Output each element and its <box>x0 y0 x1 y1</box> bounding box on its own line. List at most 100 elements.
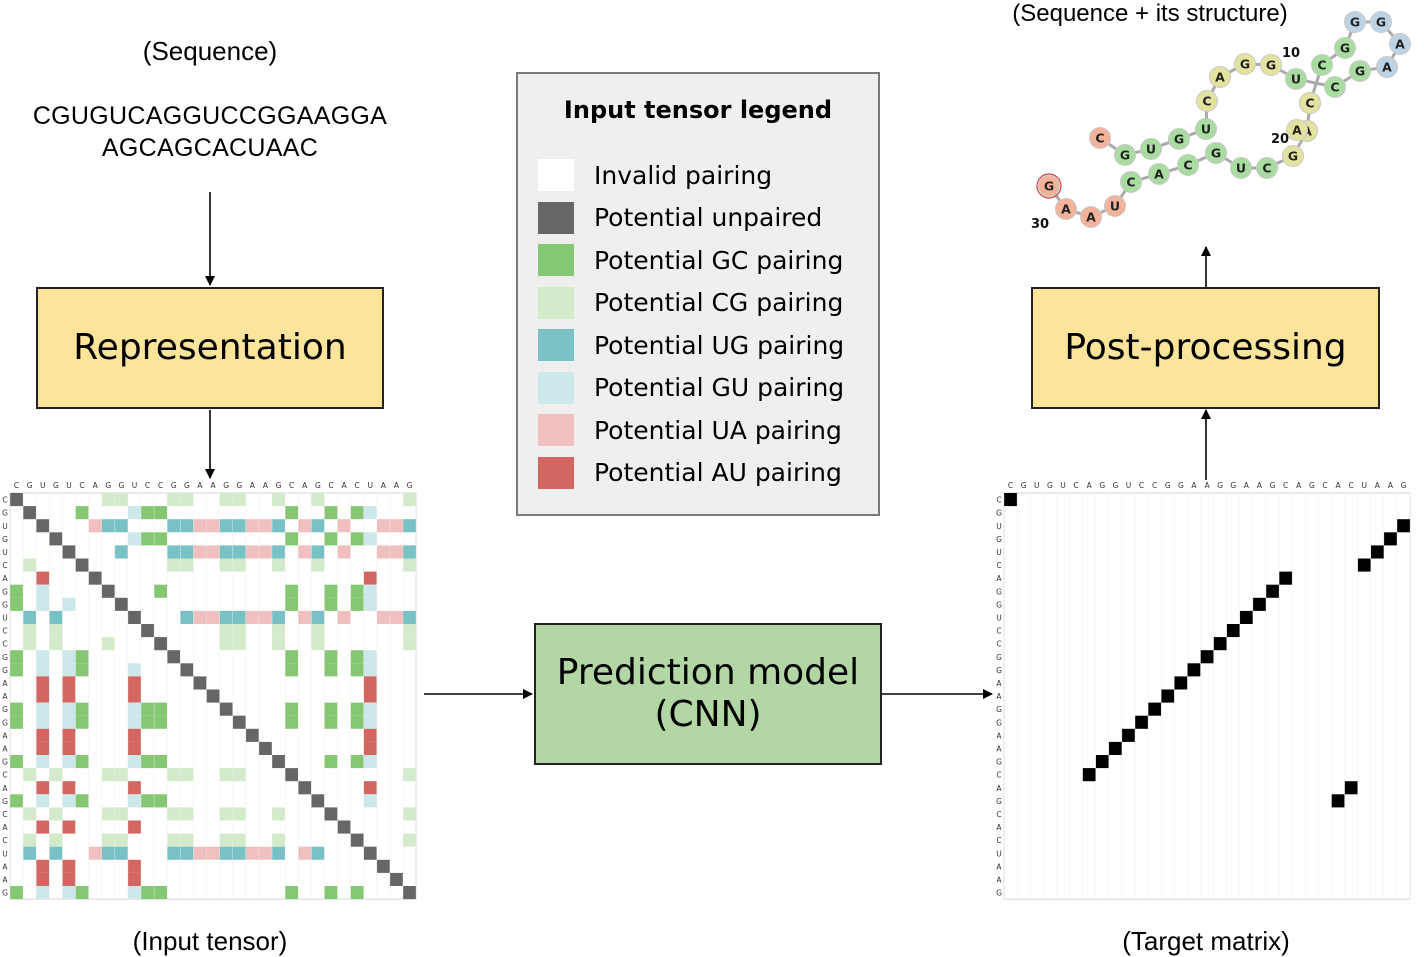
matrix-cell <box>403 833 417 847</box>
matrix-cell <box>363 781 377 795</box>
matrix-cell <box>193 519 207 533</box>
nucleotide-circle <box>1285 68 1307 90</box>
row-letter: U <box>996 522 1002 531</box>
matrix-cell <box>363 846 377 860</box>
matrix-cell <box>10 702 24 716</box>
row-letter: A <box>2 823 8 832</box>
matrix-cell <box>245 519 259 533</box>
matrix-cell <box>324 506 338 520</box>
row-letter: G <box>2 718 8 727</box>
matrix-cell <box>62 741 76 755</box>
row-letter: G <box>996 718 1002 727</box>
col-letter: G <box>171 481 177 490</box>
row-letter: C <box>2 640 7 649</box>
matrix-cell <box>36 689 50 703</box>
nucleotide-circle <box>1349 60 1371 82</box>
col-letter: A <box>263 481 269 490</box>
matrix-cell <box>258 519 272 533</box>
matrix-cell <box>324 702 338 716</box>
nucleotide-circle <box>1234 53 1256 75</box>
matrix-cell <box>114 519 128 533</box>
matrix-cell <box>167 650 181 664</box>
matrix-cell <box>389 610 403 624</box>
matrix-cell <box>127 506 141 520</box>
matrix-cell <box>272 833 286 847</box>
nucleotide-circle <box>1080 206 1102 228</box>
matrix-cell <box>285 702 299 716</box>
matrix-cell <box>62 545 76 559</box>
matrix-cell <box>285 597 299 611</box>
matrix-cell <box>232 493 246 507</box>
matrix-cell <box>49 833 63 847</box>
matrix-cell <box>23 833 37 847</box>
nucleotide-circle <box>1196 90 1218 112</box>
matrix-cell <box>75 702 89 716</box>
nucleotide-letter: G <box>1350 15 1360 30</box>
legend-label: Potential CG pairing <box>594 288 844 317</box>
nucleotide-letter: C <box>1183 158 1192 173</box>
representation-label: Representation <box>73 327 347 368</box>
nucleotide-circle <box>1195 118 1217 140</box>
position-number: 20 <box>1271 132 1289 147</box>
matrix-cell <box>1200 650 1214 664</box>
nucleotide-circle <box>1120 171 1142 193</box>
nucleotide-letter: G <box>1340 41 1350 56</box>
input-tensor-matrix: CCGGUUGGUUCCAAGGGGUUCCCCGGGGAAAAGGGGAAAA… <box>2 481 417 900</box>
col-letter: A <box>197 481 203 490</box>
matrix-cell <box>62 597 76 611</box>
matrix-cell <box>363 650 377 664</box>
matrix-cell <box>62 794 76 808</box>
col-letter: C <box>158 481 163 490</box>
matrix-cell <box>1082 768 1096 782</box>
matrix-cell <box>298 846 312 860</box>
matrix-cell <box>1344 781 1358 795</box>
matrix-cell <box>1095 755 1109 769</box>
matrix-cell <box>62 702 76 716</box>
matrix-cell <box>23 624 37 638</box>
matrix-cell <box>363 532 377 546</box>
matrix-cell <box>180 545 194 559</box>
row-letter: A <box>2 784 8 793</box>
matrix-cell <box>219 807 233 821</box>
matrix-cell <box>1187 663 1201 677</box>
nucleotide-letter: G <box>1120 148 1130 163</box>
row-letter: A <box>996 875 1002 884</box>
row-letter: G <box>996 587 1002 596</box>
col-letter: C <box>355 481 360 490</box>
matrix-cell <box>127 886 141 900</box>
matrix-cell <box>75 663 89 677</box>
matrix-cell <box>36 755 50 769</box>
nucleotide-letter: G <box>1211 146 1221 161</box>
matrix-cell <box>376 859 390 873</box>
matrix-cell <box>127 872 141 886</box>
row-letter: G <box>2 758 8 767</box>
nucleotide-circle <box>1089 127 1111 149</box>
matrix-cell <box>114 833 128 847</box>
row-letter: U <box>996 548 1002 557</box>
row-letter: C <box>996 771 1001 780</box>
row-letter: U <box>2 849 8 858</box>
col-letter: U <box>368 481 374 490</box>
nucleotide-letter: A <box>1395 37 1405 52</box>
col-letter: G <box>276 481 282 490</box>
col-letter: U <box>40 481 46 490</box>
matrix-cell <box>127 728 141 742</box>
row-letter: A <box>996 692 1002 701</box>
col-letter: U <box>1034 481 1040 490</box>
matrix-cell <box>88 846 102 860</box>
matrix-cell <box>298 519 312 533</box>
matrix-cell <box>311 558 325 572</box>
matrix-cell <box>36 663 50 677</box>
matrix-cell <box>350 506 364 520</box>
nucleotide-circle <box>1260 54 1282 76</box>
matrix-cell <box>101 637 115 651</box>
row-letter: A <box>996 823 1002 832</box>
matrix-cell <box>88 571 102 585</box>
col-letter: U <box>1060 481 1066 490</box>
matrix-cell <box>245 610 259 624</box>
sequence-caption: (Sequence) <box>142 36 278 66</box>
nucleotide-letter: U <box>1146 142 1156 157</box>
matrix-cell <box>1148 702 1162 716</box>
legend-label: Potential AU pairing <box>594 458 842 487</box>
